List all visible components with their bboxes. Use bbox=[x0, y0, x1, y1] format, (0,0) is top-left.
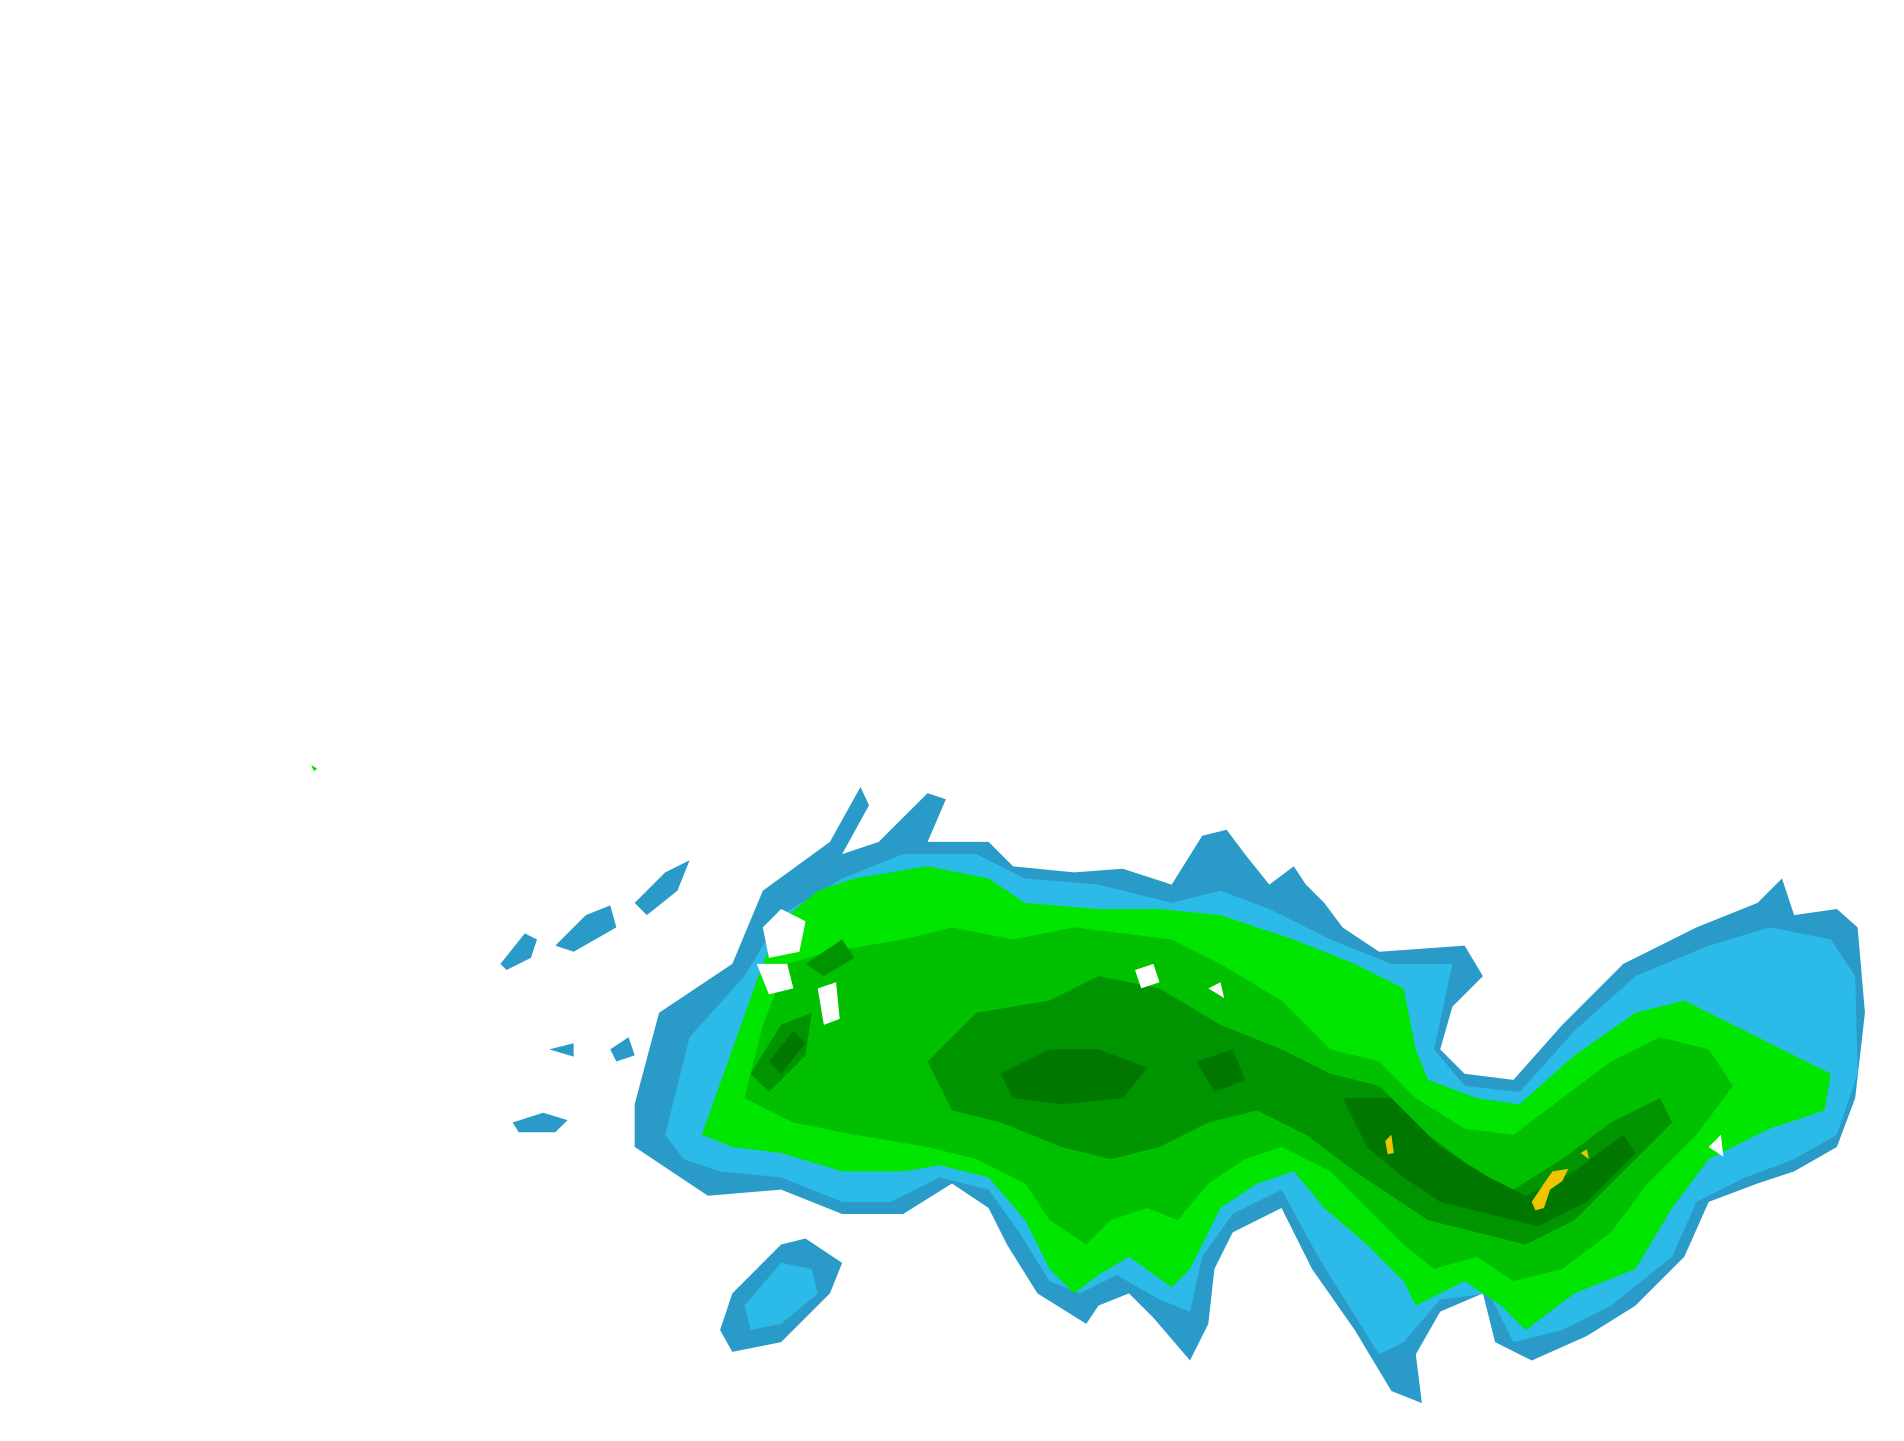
clear-holes bbox=[756, 909, 1724, 1157]
echo-layer-darker-green bbox=[768, 1031, 1636, 1227]
